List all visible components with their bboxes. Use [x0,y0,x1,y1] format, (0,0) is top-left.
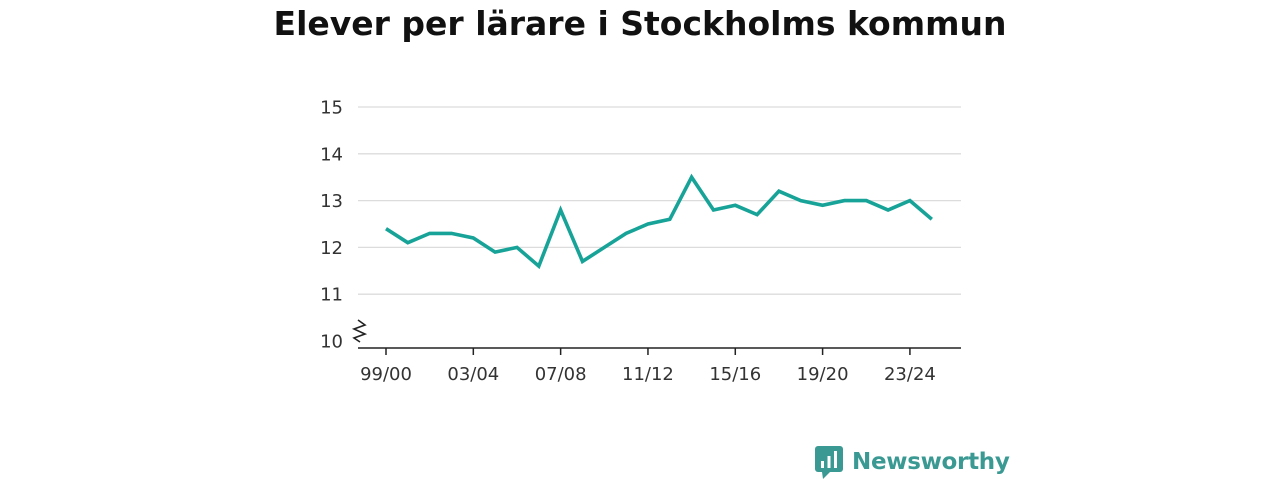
y-tick-label: 11 [320,285,343,306]
x-tick-label: 99/00 [360,364,412,385]
x-axis-labels: 99/00 03/04 07/08 11/12 15/16 19/20 23/24 [360,364,936,385]
brand-logo: Newsworthy [815,444,1010,480]
x-tick-label: 23/24 [884,364,936,385]
x-tick-label: 19/20 [797,364,849,385]
x-axis [358,347,961,355]
y-axis-labels: 10 11 12 13 14 15 [320,98,343,353]
y-tick-label: 15 [320,98,343,119]
x-tick-label: 07/08 [535,364,587,385]
x-tick-label: 11/12 [622,364,674,385]
x-tick-label: 03/04 [447,364,499,385]
series-line [385,173,933,270]
brand-name: Newsworthy [852,449,1010,475]
y-tick-label: 12 [320,238,343,259]
newsworthy-logo-icon [815,446,843,479]
y-tick-label: 13 [320,191,343,212]
axis-break-zigzag [351,319,368,343]
series-layer [385,173,933,270]
axis-break-icon [351,319,368,343]
y-tick-label: 10 [320,332,343,353]
chart-title: Elever per lärare i Stockholms kommun [273,4,1007,43]
x-tick-label: 15/16 [709,364,761,385]
y-tick-label: 14 [320,144,343,165]
